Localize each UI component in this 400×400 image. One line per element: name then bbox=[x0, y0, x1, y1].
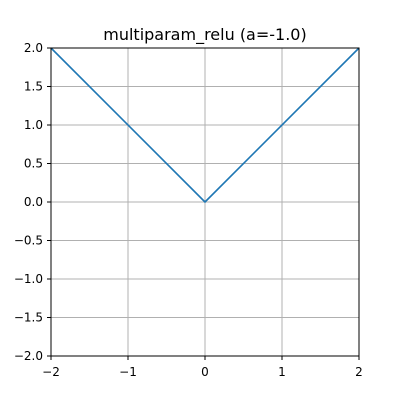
x-axis: −2 −1 0 1 2 bbox=[42, 356, 363, 379]
x-tick-label: −1 bbox=[119, 365, 137, 379]
plot-area bbox=[50, 47, 360, 357]
x-tick-label: 1 bbox=[278, 365, 286, 379]
x-tick-label: 0 bbox=[201, 365, 209, 379]
x-tick-label: −2 bbox=[42, 365, 60, 379]
series-line bbox=[50, 47, 360, 203]
y-tick-label: −1.5 bbox=[14, 311, 43, 325]
y-tick-label: 0.0 bbox=[24, 195, 43, 209]
y-tick-label: −0.5 bbox=[14, 234, 43, 248]
y-axis: −2.0 −1.5 −1.0 −0.5 0.0 0.5 1.0 1.5 2.0 bbox=[14, 41, 51, 363]
y-tick-label: −1.0 bbox=[14, 272, 43, 286]
y-tick-label: 1.0 bbox=[24, 118, 43, 132]
series-layer bbox=[50, 47, 360, 203]
y-tick-label: −2.0 bbox=[14, 349, 43, 363]
y-tick-label: 1.5 bbox=[24, 80, 43, 94]
y-tick-label: 0.5 bbox=[24, 157, 43, 171]
chart-title: multiparam_relu (a=-1.0) bbox=[103, 25, 306, 45]
x-tick-label: 2 bbox=[355, 365, 363, 379]
y-tick-label: 2.0 bbox=[24, 41, 43, 55]
